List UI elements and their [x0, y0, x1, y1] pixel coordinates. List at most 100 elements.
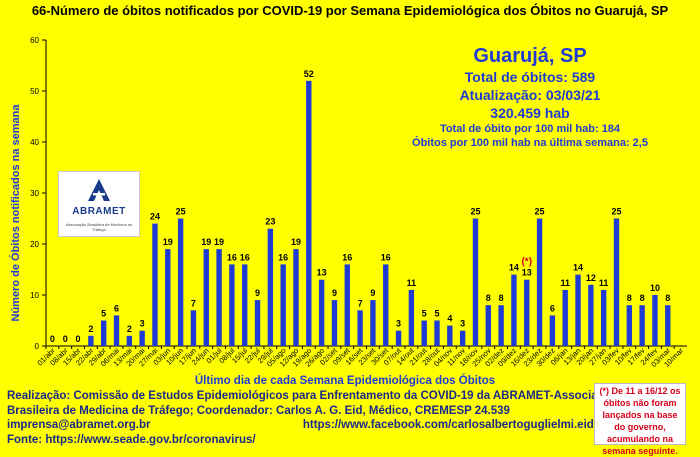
bar: [549, 315, 556, 346]
logo-name: ABRAMET: [72, 206, 126, 217]
bar: [190, 310, 197, 346]
bar: [293, 249, 299, 346]
data-label: 7: [358, 298, 363, 308]
bar: [383, 264, 389, 346]
bar: [357, 310, 363, 346]
bar: [459, 330, 466, 346]
bar: [498, 305, 504, 346]
bar: [421, 320, 427, 346]
bar: [318, 279, 325, 346]
bar: [395, 330, 402, 346]
data-label: 4: [447, 314, 452, 324]
y-tick-label: 60: [30, 36, 39, 45]
data-label: 16: [227, 252, 237, 262]
bar: [408, 289, 415, 346]
data-label: 3: [140, 319, 145, 329]
data-label: 16: [342, 252, 352, 262]
bar: [165, 249, 171, 346]
data-label: 5: [422, 309, 427, 319]
data-label: 24: [150, 212, 160, 222]
data-label: 19: [163, 237, 173, 247]
bar: [216, 249, 222, 346]
y-tick-label: 50: [30, 87, 39, 96]
city-name: Guarujá, SP: [473, 45, 587, 67]
bar: [344, 264, 350, 346]
bar: [152, 223, 158, 346]
y-tick-label: 20: [30, 240, 39, 249]
data-label: 10: [650, 283, 660, 293]
bar: [626, 305, 633, 346]
email-link[interactable]: imprensa@abramet.org.br: [7, 419, 151, 431]
bar: [562, 289, 568, 346]
bar: [242, 264, 248, 346]
footer: Realização: Comissão de Estudos Epidemio…: [7, 389, 618, 447]
y-axis-label: Número de Óbitos notificados na semana: [9, 104, 22, 322]
data-label: 8: [627, 293, 632, 303]
population: 320.459 hab: [490, 105, 570, 121]
data-label: 6: [114, 303, 119, 313]
data-label: 6: [550, 303, 555, 313]
data-label: 19: [214, 237, 224, 247]
bar: [203, 249, 209, 346]
x-axis: 01/abr08/abr15/abr22/abr29/abr06/mai13/m…: [35, 345, 685, 369]
data-label: 13: [317, 268, 327, 278]
facebook-link[interactable]: https://www.facebook.com/carlosalbertogu…: [302, 419, 597, 431]
bar: [100, 320, 107, 346]
bar: [113, 315, 120, 346]
data-label: 8: [640, 293, 645, 303]
credits-line-1: Realização: Comissão de Estudos Epidemio…: [7, 390, 618, 402]
data-label: 25: [535, 207, 545, 217]
data-label: 7: [191, 298, 196, 308]
data-label: 5: [435, 309, 440, 319]
x-axis-label: Último dia de cada Semana Epidemiológica…: [195, 374, 495, 387]
chart-title: 66-Número de óbitos notificados por COVI…: [31, 3, 669, 18]
data-label: 25: [611, 207, 621, 217]
bar: [229, 264, 235, 346]
bar: [280, 264, 286, 346]
bar: [536, 218, 543, 346]
bar: [524, 279, 530, 346]
data-label: 5: [101, 309, 106, 319]
data-label: 0: [63, 334, 68, 344]
bar: [267, 228, 274, 346]
rate-total: Total de óbito por 100 mil hab: 184: [439, 123, 621, 135]
bar: [588, 284, 594, 346]
abramet-logo: ABRAMET Associação Brasileira de Medicin…: [58, 171, 140, 237]
data-label: 9: [255, 288, 260, 298]
bar: [600, 289, 607, 346]
data-label: 3: [460, 319, 465, 329]
source-link[interactable]: Fonte: https://www.seade.gov.br/coronavi…: [7, 433, 256, 446]
data-label: 8: [499, 293, 504, 303]
data-label: 16: [240, 252, 250, 262]
bar: [126, 335, 133, 346]
data-label: 14: [573, 263, 583, 273]
y-tick-label: 30: [30, 189, 39, 198]
bar: [613, 218, 620, 346]
data-label: 3: [396, 319, 401, 329]
footnote: (*) De 11 a 16/12 os óbitos não foram la…: [594, 383, 686, 456]
bar: [177, 218, 184, 346]
data-label: 52: [304, 69, 314, 79]
data-label: 9: [370, 288, 375, 298]
bar-annotation: (*): [521, 257, 532, 268]
data-label: 0: [76, 334, 81, 344]
bar: [254, 300, 261, 346]
data-label: 14: [509, 263, 519, 273]
data-label: 25: [470, 207, 480, 217]
data-label: 19: [291, 237, 301, 247]
total-deaths: Total de óbitos: 589: [464, 69, 596, 85]
update-date: Atualização: 03/03/21: [459, 87, 601, 103]
data-label: 16: [278, 252, 288, 262]
data-label: 19: [201, 237, 211, 247]
bar: [306, 80, 312, 347]
data-label: 0: [50, 334, 55, 344]
y-tick-label: 40: [30, 138, 39, 147]
data-label: 23: [265, 217, 275, 227]
y-tick-label: 10: [30, 291, 39, 300]
data-label: 12: [586, 273, 596, 283]
rate-last-week: Óbitos por 100 mil hab na última semana:…: [412, 137, 648, 149]
data-label: 2: [88, 324, 93, 334]
data-label: 13: [522, 268, 532, 278]
data-label: 25: [176, 207, 186, 217]
